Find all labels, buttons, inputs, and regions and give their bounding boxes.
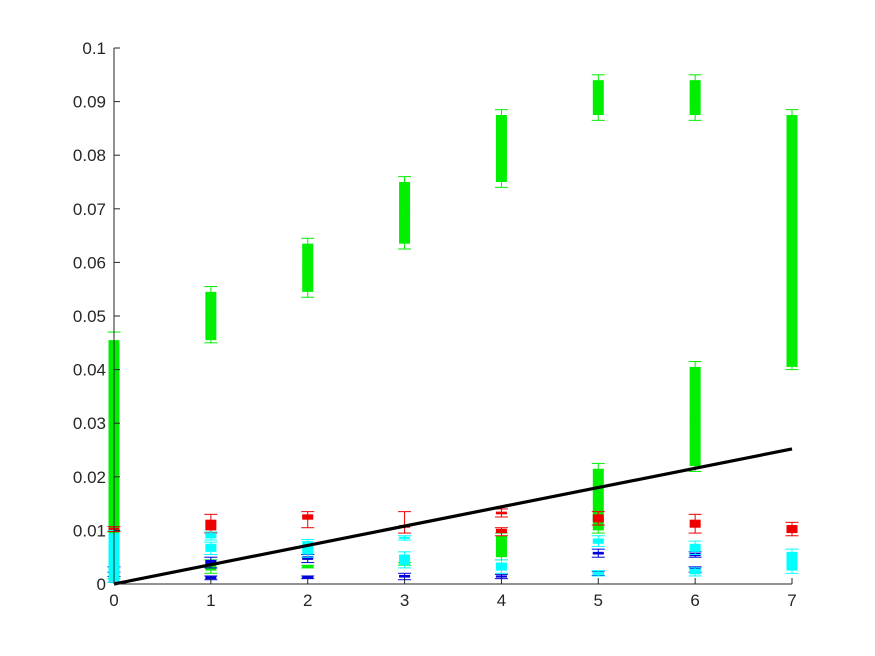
y-tick-label: 0.09 (73, 93, 106, 112)
box-0-3 (398, 176, 412, 250)
box-body (689, 366, 701, 467)
y-tick-label: 0.05 (73, 307, 106, 326)
box-0-7 (785, 109, 799, 371)
x-tick-label: 7 (787, 591, 796, 610)
y-tick-label: 0.07 (73, 200, 106, 219)
reference-line (113, 447, 793, 586)
box-0-1 (204, 286, 218, 344)
box-0-4 (494, 109, 508, 188)
y-tick-label: 0.06 (73, 253, 106, 272)
box-body (399, 182, 411, 244)
x-tick-label: 6 (690, 591, 699, 610)
box-3-1 (204, 541, 218, 556)
x-tick-label: 0 (109, 591, 118, 610)
y-tick-label: 0 (97, 575, 106, 594)
x-tick-label: 3 (400, 591, 409, 610)
x-tick-label: 4 (497, 591, 506, 610)
y-tick-label: 0.04 (73, 361, 106, 380)
box-2-8 (591, 548, 605, 558)
box-body (592, 468, 604, 531)
box-1-2 (301, 511, 315, 529)
box-3-6 (494, 559, 508, 574)
box-3-9 (688, 540, 702, 556)
box-body (689, 519, 701, 528)
x-tick-label: 1 (206, 591, 215, 610)
reference-line-layer (113, 447, 793, 586)
box-0-13 (688, 361, 702, 472)
box-body (592, 80, 604, 115)
box-0-6 (688, 74, 702, 121)
box-body (592, 514, 604, 523)
box-body (302, 541, 314, 555)
y-tick-label: 0.08 (73, 146, 106, 165)
x-tick-label: 2 (303, 591, 312, 610)
box-0-9 (301, 564, 315, 569)
box-1-1 (204, 513, 218, 534)
y-tick-label: 0.1 (82, 39, 106, 58)
box-1-8 (785, 521, 799, 537)
box-3-10 (688, 567, 702, 577)
axes-layer: 0 1 2 3 4 5 6 7 0 0.01 0.02 0.03 0.04 0.05 0.06 0.07 0.0… (73, 39, 797, 610)
box-3-7 (591, 535, 605, 547)
box-body (786, 551, 798, 571)
y-tick-label: 0.03 (73, 414, 106, 433)
box-3-8 (591, 570, 605, 577)
y-tick-label: 0.02 (73, 468, 106, 487)
box-0-11 (494, 532, 508, 561)
box-0-2 (301, 237, 315, 298)
box-1-7 (688, 513, 702, 534)
box-1-5 (494, 527, 508, 537)
box-3-2 (204, 531, 218, 541)
box-3-4 (398, 551, 412, 569)
box-3-5 (398, 535, 412, 541)
box-1-6 (591, 511, 605, 526)
box-3-11 (785, 548, 799, 574)
box-body (495, 115, 507, 182)
box-body (689, 80, 701, 115)
box-0-5 (591, 74, 605, 121)
y-tick-label: 0.01 (73, 521, 106, 540)
x-tick-label: 5 (594, 591, 603, 610)
